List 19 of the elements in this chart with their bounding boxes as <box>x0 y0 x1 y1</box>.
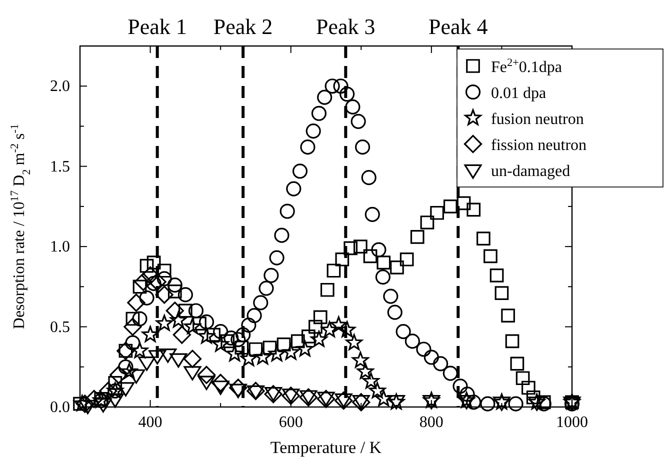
x-tick-label: 1000 <box>556 414 588 431</box>
legend-label: Fe$^{2+}$0.1dpa <box>491 57 562 76</box>
y-tick-label: 0.5 <box>50 318 70 336</box>
x-axis-title: Temperature / K <box>270 438 382 457</box>
y-tick-label: 1.0 <box>50 238 70 256</box>
legend-label: un-damaged <box>491 163 570 180</box>
legend-label: 0.01 dpa <box>491 85 546 102</box>
ref-line-label: Peak 4 <box>428 14 488 39</box>
y-tick-label: 2.0 <box>50 78 70 96</box>
legend-label: fission neutron <box>491 137 587 154</box>
x-tick-label: 600 <box>278 414 303 431</box>
ref-line-label: Peak 1 <box>128 14 187 39</box>
legend-label: fusion neutron <box>491 111 584 128</box>
y-tick-label: 1.5 <box>50 158 70 176</box>
x-tick-label: 800 <box>419 414 444 431</box>
y-tick-label: 0.0 <box>50 399 70 416</box>
x-tick-label: 400 <box>138 414 162 431</box>
ref-line-label: Peak 2 <box>213 14 273 39</box>
ref-line-label: Peak 3 <box>316 14 376 39</box>
